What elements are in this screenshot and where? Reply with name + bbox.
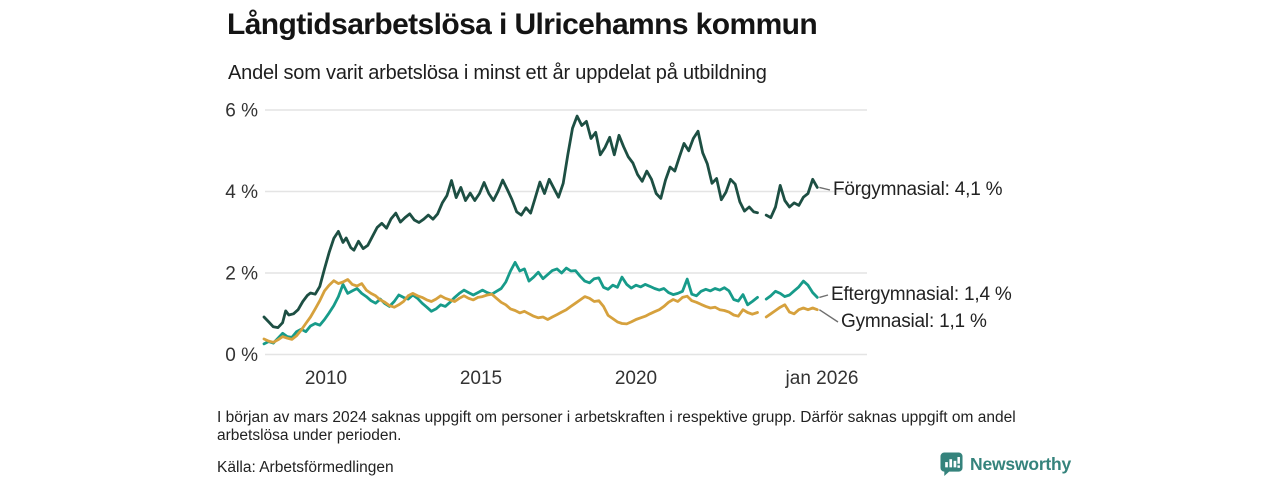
y-tick-label: 2 % (225, 264, 258, 285)
y-tick-label: 6 % (225, 101, 258, 122)
brand-name: Newsworthy (970, 453, 1072, 474)
page-title: Långtidsarbetslösa i Ulricehamns kommun (227, 8, 818, 41)
series-line-gymnasial (262, 278, 819, 344)
y-tick-label: 0 % (225, 345, 258, 366)
source-caption: Källa: Arbetsförmedlingen (217, 459, 394, 476)
label-pointer (819, 186, 831, 191)
x-tick-label: 2020 (615, 368, 657, 389)
series-label-eftergymnasial: Eftergymnasial: 1,4 % (831, 284, 1012, 305)
label-pointer (818, 309, 839, 323)
x-tick-label: jan 2026 (785, 368, 859, 389)
series-label-gymnasial: Gymnasial: 1,1 % (841, 311, 987, 332)
series-line-eftergymnasial (262, 261, 819, 346)
chart-subtitle: Andel som varit arbetslösa i minst ett å… (228, 62, 767, 84)
series-line-förgymnasial (262, 114, 819, 329)
bar-chart-bubble-icon (940, 452, 963, 476)
series-label-förgymnasial: Förgymnasial: 4,1 % (833, 179, 1003, 200)
x-tick-label: 2015 (460, 368, 502, 389)
y-tick-label: 4 % (225, 182, 258, 203)
x-tick-label: 2010 (305, 368, 347, 389)
label-pointer (819, 294, 829, 299)
newsworthy-logo: Newsworthy (940, 451, 1071, 477)
chart-footnote: I början av mars 2024 saknas uppgift om … (217, 409, 1016, 445)
